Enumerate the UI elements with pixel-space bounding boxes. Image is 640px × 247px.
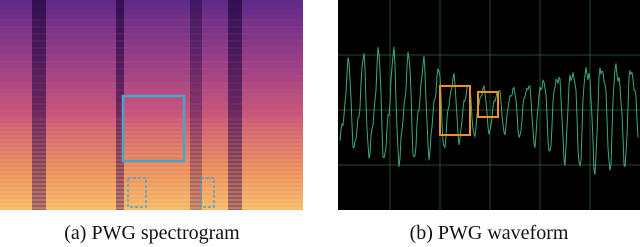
highlight-box [121, 94, 186, 163]
waveform-trace [339, 46, 639, 175]
caption: (b) PWG waveform [410, 222, 569, 244]
silence-stripe [32, 0, 46, 210]
highlight-box [200, 177, 215, 208]
silence-stripe [228, 0, 242, 210]
waveform-plot [338, 0, 640, 210]
silence-stripe [190, 0, 202, 210]
highlight-box [439, 85, 471, 136]
spectrogram [0, 0, 303, 210]
highlight-box [477, 91, 499, 118]
caption: (a) PWG spectrogram [64, 222, 240, 244]
silence-stripe [116, 0, 124, 210]
spectrogram-background [0, 0, 303, 210]
waveform-background [338, 0, 640, 210]
highlight-box [127, 177, 147, 208]
